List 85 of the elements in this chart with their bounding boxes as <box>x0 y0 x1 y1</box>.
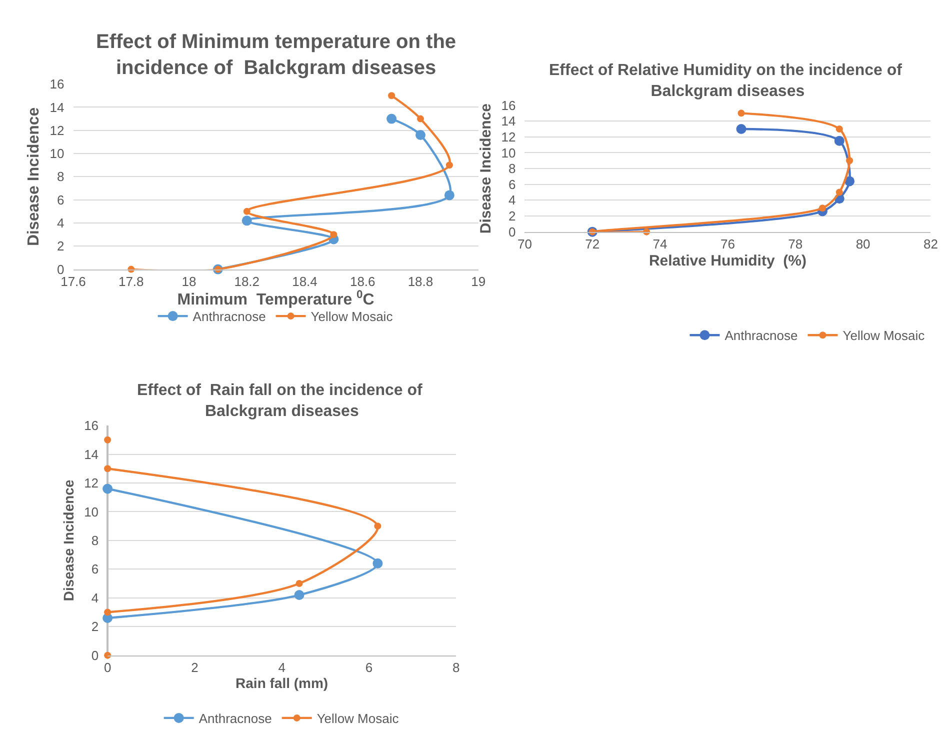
point <box>102 484 113 494</box>
x-tick-label: 76 <box>720 236 735 252</box>
x-tick-label: 4 <box>278 660 286 675</box>
y-tick-label: 16 <box>50 76 64 92</box>
x-tick-label: 18 <box>182 274 196 289</box>
y-tick-label: 6 <box>57 192 64 208</box>
point <box>104 608 112 616</box>
point <box>388 92 396 100</box>
point <box>104 436 112 444</box>
y-tick-label: 10 <box>84 504 99 520</box>
y-tick-label: 14 <box>84 446 99 462</box>
point <box>818 204 826 212</box>
point <box>736 124 746 134</box>
legend-label: Anthracnose <box>192 309 266 324</box>
y-tick-label: 16 <box>501 98 516 113</box>
chart-title: Effect of Minimum temperature on the incidence of Balckgram diseases <box>96 31 456 79</box>
y-tick-label: 4 <box>57 216 64 231</box>
point <box>104 465 112 472</box>
y-tick-label: 2 <box>508 208 516 224</box>
y-axis-title: Disease Incidence <box>477 104 494 234</box>
y-tick-label: 10 <box>50 146 64 162</box>
point <box>296 580 303 588</box>
point <box>444 190 454 200</box>
x-tick-label: 82 <box>924 236 938 252</box>
point <box>844 176 855 186</box>
y-tick-label: 4 <box>91 590 99 606</box>
point <box>372 558 383 568</box>
x-tick-label: 78 <box>788 236 803 252</box>
x-axis-title: Relative Humidity (%) <box>648 252 806 270</box>
y-tick-label: 8 <box>91 532 99 548</box>
x-tick-label: 18.8 <box>408 274 434 289</box>
y-tick-label: 6 <box>508 176 516 192</box>
legend-label: Yellow Mosaic <box>316 711 400 726</box>
y-tick-label: 10 <box>501 145 516 160</box>
legend-label: Yellow Mosaic <box>310 309 394 324</box>
x-tick-label: 18.4 <box>292 274 318 289</box>
point <box>836 188 843 196</box>
y-tick-label: 8 <box>57 169 64 184</box>
x-tick-label: 74 <box>652 236 668 252</box>
point <box>374 522 382 530</box>
y-tick-label: 6 <box>91 562 99 577</box>
x-tick-label: 18.6 <box>350 274 376 289</box>
x-tick-label: 80 <box>856 236 870 252</box>
y-tick-label: 12 <box>501 129 516 144</box>
chart-title: Effect of Rain fall on the incidence of Balckgram diseases <box>137 382 427 420</box>
x-tick-label: 17.8 <box>118 274 144 289</box>
x-axis-title: Rain fall (mm) <box>236 675 328 692</box>
point <box>330 231 338 238</box>
y-tick-label: 0 <box>508 224 516 240</box>
y-tick-label: 14 <box>50 100 64 115</box>
y-axis-title: Disease Incidence <box>60 480 77 602</box>
y-axis-title: Disease Incidence <box>26 107 43 246</box>
x-tick-label: 6 <box>365 660 373 675</box>
point <box>836 126 843 132</box>
y-tick-label: 16 <box>84 418 99 434</box>
point <box>242 216 252 226</box>
point <box>386 114 397 124</box>
y-tick-label: 2 <box>91 619 99 634</box>
x-tick-label: 2 <box>191 660 198 675</box>
x-tick-label: 0 <box>104 660 112 675</box>
chart-title: Effect of Relative Humidity on the incidence of Balckgram diseases <box>549 62 906 100</box>
legend-label: Anthracnose <box>198 711 272 726</box>
point <box>446 162 453 169</box>
x-tick-label: 19 <box>471 274 486 289</box>
y-tick-label: 0 <box>91 648 99 663</box>
y-tick-label: 14 <box>501 114 516 129</box>
y-tick-label: 12 <box>84 476 99 491</box>
y-tick-label: 4 <box>508 192 516 208</box>
point <box>294 590 304 600</box>
x-tick-label: 72 <box>585 236 600 252</box>
x-tick-label: 70 <box>517 236 532 252</box>
legend-label: Anthracnose <box>724 328 798 344</box>
point <box>243 208 250 215</box>
y-tick-label: 12 <box>50 122 64 138</box>
point <box>834 136 844 146</box>
legend-label: Yellow Mosaic <box>842 328 926 344</box>
point <box>416 115 424 122</box>
y-tick-label: 8 <box>508 161 516 176</box>
point <box>415 130 426 140</box>
x-tick-label: 8 <box>452 660 460 675</box>
point <box>846 157 854 164</box>
x-axis-title: Minimum Temperature $^{0}$C <box>177 288 375 309</box>
x-tick-label: 18.2 <box>234 274 260 289</box>
point <box>104 652 112 659</box>
point <box>738 110 745 117</box>
